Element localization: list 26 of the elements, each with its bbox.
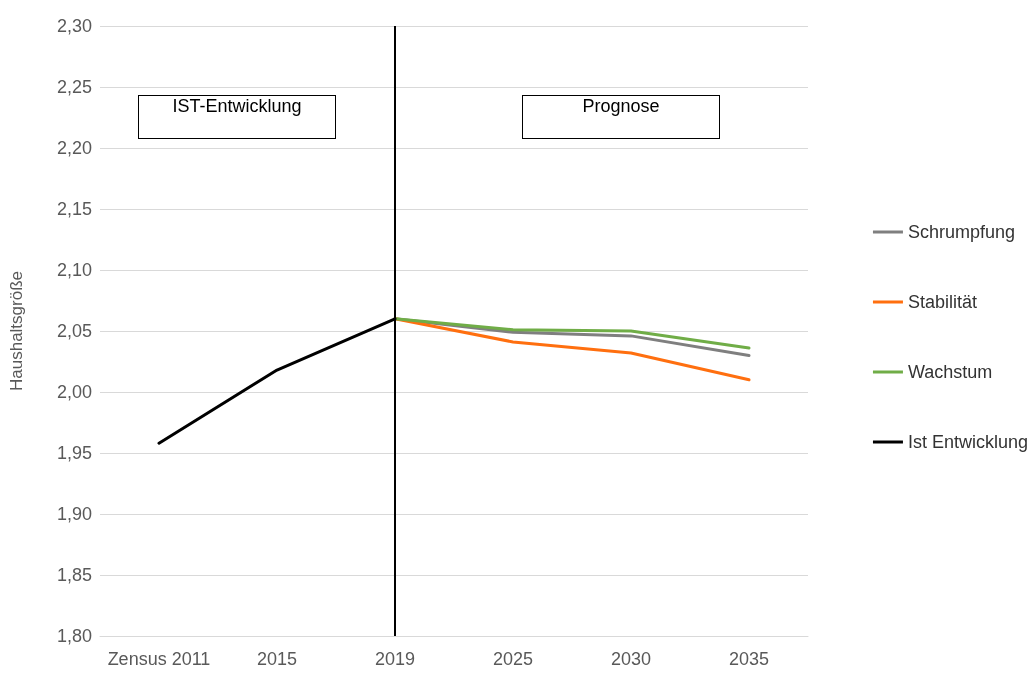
y-tick-label: 2,15: [56, 199, 92, 219]
y-tick-label: 2,10: [56, 260, 92, 280]
y-tick-label: 1,95: [56, 443, 92, 463]
y-tick-label: 2,00: [56, 382, 92, 402]
annotation: Prognose: [522, 95, 720, 139]
annotation: IST-Entwicklung: [138, 95, 336, 139]
x-tick-label: 2025: [492, 649, 534, 669]
x-tick-label: 2030: [610, 649, 652, 669]
x-tick-label: 2015: [256, 649, 298, 669]
line-series: [393, 317, 751, 350]
x-tick-label: 2035: [728, 649, 770, 669]
x-tick-label: Zensus 2011: [107, 649, 211, 669]
y-tick-label: 2,25: [56, 77, 92, 97]
x-tick-label: 2019: [374, 649, 416, 669]
y-axis-title: Haushaltsgröße: [7, 270, 26, 392]
legend-label: Ist Entwicklung: [907, 432, 1029, 452]
y-tick-label: 1,90: [56, 504, 92, 524]
line-series: [393, 317, 751, 382]
y-tick-label: 2,30: [56, 16, 92, 36]
y-tick-label: 2,20: [56, 138, 92, 158]
legend-label: Wachstum: [907, 362, 993, 382]
y-tick-label: 1,85: [56, 565, 92, 585]
legend-label: Schrumpfung: [907, 222, 1016, 242]
y-tick-label: 1,80: [56, 626, 92, 646]
legend-label: Stabilität: [907, 292, 977, 312]
y-tick-label: 2,05: [56, 321, 92, 341]
